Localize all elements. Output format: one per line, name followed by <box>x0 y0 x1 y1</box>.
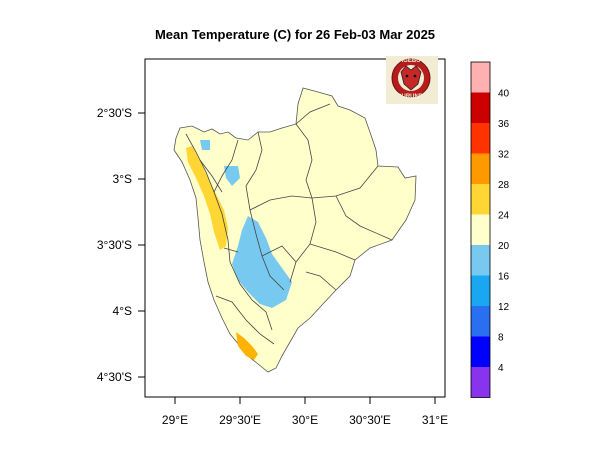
colorbar-swatch <box>471 214 490 245</box>
colorbar-swatch <box>471 62 490 93</box>
colorbar-swatch <box>471 336 490 367</box>
colorbar: 40 36 32 28 24 20 16 12 8 4 <box>470 61 510 398</box>
colorbar-swatch <box>471 306 490 337</box>
lon-label-4: 31°E <box>422 413 448 427</box>
lat-label-0: 2°30'S <box>97 106 132 120</box>
lat-label-4: 4°30'S <box>97 370 132 384</box>
svg-text:BURUNDI: BURUNDI <box>397 94 425 100</box>
lon-label-1: 29°30'E <box>219 413 261 427</box>
colorbar-swatch <box>471 245 490 276</box>
colorbar-label: 16 <box>498 272 510 283</box>
colorbar-swatch <box>471 184 490 215</box>
colorbar-swatch <box>471 275 490 306</box>
cool-zone-lake <box>232 216 292 308</box>
colorbar-swatch <box>471 123 490 154</box>
colorbar-label: 12 <box>498 302 510 313</box>
cool-zone-nw <box>200 140 210 150</box>
igebu-logo: IGEBU BURUNDI <box>386 56 438 104</box>
colorbar-label: 8 <box>498 333 504 344</box>
colorbar-label: 24 <box>498 211 510 222</box>
svg-text:IGEBU: IGEBU <box>401 58 420 64</box>
colorbar-label: 4 <box>498 363 504 374</box>
lon-label-3: 30°30'E <box>349 413 391 427</box>
lat-label-1: 3°S <box>113 172 132 186</box>
colorbar-swatch <box>471 367 490 398</box>
colorbar-label: 28 <box>498 180 510 191</box>
lat-axis: 2°30'S 3°S 3°30'S 4°S 4°30'S <box>97 106 145 384</box>
colorbar-label: 40 <box>498 89 510 100</box>
lon-label-2: 30°E <box>292 413 318 427</box>
colorbar-swatch <box>471 153 490 184</box>
colorbar-frame <box>470 61 491 398</box>
warm-band-south <box>236 332 258 360</box>
lat-label-2: 3°30'S <box>97 238 132 252</box>
warm-band-west <box>186 146 228 250</box>
lon-axis: 29°E 29°30'E 30°E 30°30'E 31°E <box>162 397 448 427</box>
lat-label-3: 4°S <box>113 304 132 318</box>
lon-label-0: 29°E <box>162 413 188 427</box>
colorbar-label: 32 <box>498 150 510 161</box>
province-boundaries <box>185 103 393 345</box>
colorbar-swatch <box>471 92 490 123</box>
cool-zone-north <box>224 166 240 186</box>
colorbar-label: 20 <box>498 241 510 252</box>
map-title: Mean Temperature (C) for 26 Feb-03 Mar 2… <box>154 27 436 42</box>
colorbar-label: 36 <box>498 119 510 130</box>
